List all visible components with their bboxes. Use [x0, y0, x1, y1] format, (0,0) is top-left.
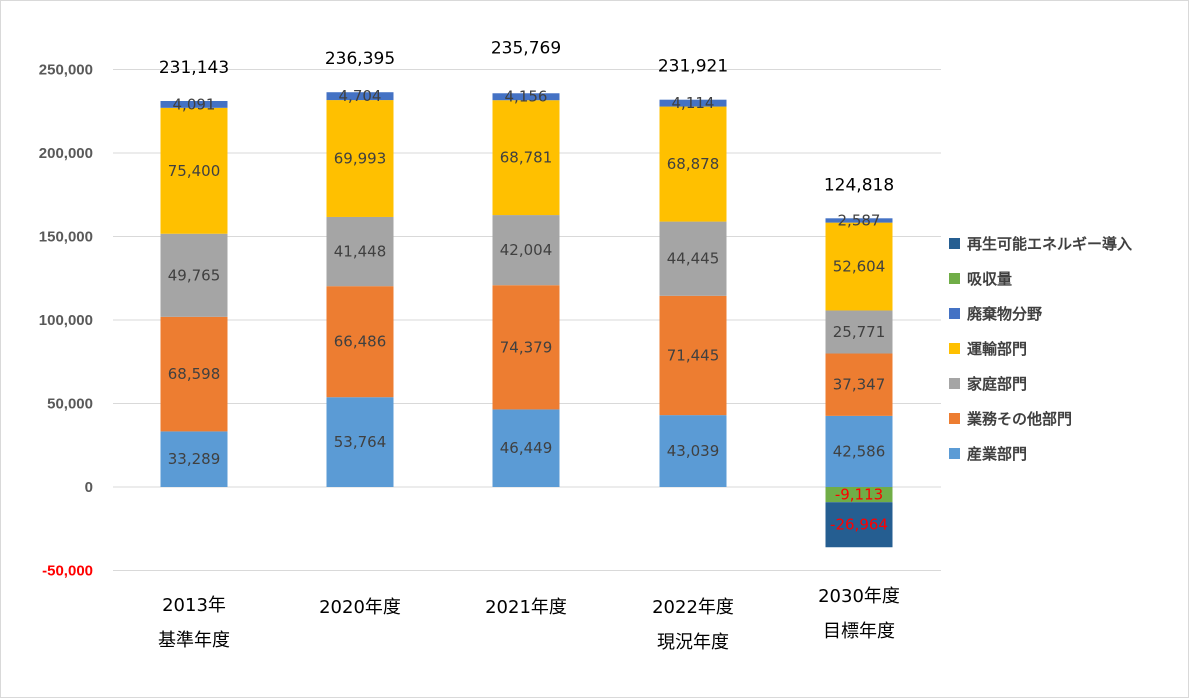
legend-swatch — [949, 308, 960, 319]
total-label: 231,143 — [159, 58, 229, 78]
segment-data-label: 4,114 — [672, 94, 715, 112]
y-tick-label: 250,000 — [39, 62, 93, 79]
segment-data-label: 41,448 — [334, 243, 387, 261]
legend-swatch — [949, 273, 960, 284]
bar-segment — [659, 415, 727, 487]
bar-segment — [825, 353, 893, 416]
bar-segment — [160, 233, 228, 317]
segment-data-label: 75,400 — [168, 162, 221, 180]
bar-segment — [160, 100, 228, 108]
segment-data-label: 74,379 — [500, 338, 553, 356]
x-category-label: 2013年 — [162, 595, 226, 616]
x-category-label: 基準年度 — [158, 630, 230, 651]
bar-segment — [492, 93, 560, 101]
segment-data-label: -9,113 — [835, 486, 883, 504]
bar-segment — [659, 99, 727, 107]
segment-data-label: 53,764 — [334, 433, 387, 451]
segment-data-label: 42,004 — [500, 241, 553, 259]
bar-segment — [326, 216, 394, 287]
segment-data-label: 4,704 — [339, 87, 382, 105]
bar-segment — [492, 409, 560, 487]
bar-segment — [825, 310, 893, 354]
segment-data-label: 43,039 — [667, 442, 720, 460]
segment-data-label: 52,604 — [833, 258, 886, 276]
x-category-label: 2020年度 — [319, 597, 401, 618]
total-label: 124,818 — [824, 175, 894, 195]
bar-segment — [825, 222, 893, 311]
y-tick-label: 100,000 — [39, 312, 93, 329]
segment-data-label: 25,771 — [833, 323, 886, 341]
x-category-label: 2021年度 — [485, 597, 567, 618]
segment-data-label: 4,091 — [173, 95, 216, 113]
segment-data-label: 69,993 — [334, 150, 387, 168]
bar-segment — [160, 316, 228, 432]
segment-data-label: 2,587 — [838, 211, 881, 229]
total-labels: 231,143 236,395 235,769 231,921 124,818 — [159, 38, 894, 195]
bar-segment — [825, 502, 893, 548]
bars — [160, 92, 893, 548]
x-category-label: 現況年度 — [657, 632, 729, 653]
bar-segment — [825, 487, 893, 503]
x-category-label: 目標年度 — [823, 621, 895, 642]
bar-segment — [160, 107, 228, 234]
bar-segment — [659, 295, 727, 416]
legend-label: 廃棄物分野 — [967, 305, 1042, 323]
legend-swatch — [949, 378, 960, 389]
total-label: 235,769 — [491, 38, 561, 58]
total-label: 231,921 — [658, 57, 728, 77]
segment-data-label: 71,445 — [667, 346, 720, 364]
segment-data-label: 66,486 — [334, 333, 387, 351]
bar-segment — [492, 100, 560, 216]
y-axis-tick-labels: -50,000 0 50,000 100,000 150,000 200,000 250,0… — [39, 62, 93, 580]
segment-data-label: 33,289 — [168, 450, 221, 468]
segment-data-label: 68,781 — [500, 149, 553, 167]
legend-swatch — [949, 343, 960, 354]
y-tick-label: 0 — [85, 479, 93, 496]
bar-segment — [326, 286, 394, 398]
bar-segment — [659, 106, 727, 222]
bar-segment — [492, 285, 560, 410]
bar-segment — [326, 397, 394, 487]
legend-label: 吸収量 — [967, 270, 1012, 288]
legend-label: 家庭部門 — [967, 375, 1027, 393]
segment-data-label: 42,586 — [833, 442, 886, 460]
data-labels: 33,289 68,598 49,765 75,400 4,091 53,764 66,48… — [168, 87, 888, 534]
bar-segment — [160, 431, 228, 487]
segment-data-label: 4,156 — [505, 88, 548, 106]
segment-data-label: 49,765 — [168, 266, 221, 284]
segment-data-label: 44,445 — [667, 250, 720, 268]
segment-data-label: 46,449 — [500, 439, 553, 457]
legend-swatch — [949, 238, 960, 249]
x-category-label: 2030年度 — [818, 586, 900, 607]
y-tick-label: 50,000 — [47, 396, 93, 413]
legend-label: 業務その他部門 — [966, 410, 1072, 428]
segment-data-label: 37,347 — [833, 376, 886, 394]
bar-segment — [492, 215, 560, 286]
segment-data-label: 68,598 — [168, 365, 221, 383]
legend-swatch — [949, 448, 960, 459]
legend-label: 再生可能エネルギー導入 — [967, 235, 1132, 253]
total-label: 236,395 — [325, 49, 395, 69]
bar-segment — [326, 92, 394, 101]
x-category-label: 2022年度 — [652, 597, 734, 618]
bar-segment — [326, 100, 394, 217]
y-tick-label: 200,000 — [39, 145, 93, 162]
legend-swatch — [949, 413, 960, 424]
bar-segment — [825, 218, 893, 223]
legend-label: 運輸部門 — [967, 340, 1027, 358]
y-tick-label: 150,000 — [39, 229, 93, 246]
bar-segment — [659, 221, 727, 296]
segment-data-label: -26,964 — [830, 516, 888, 534]
y-tick-label: -50,000 — [42, 563, 93, 580]
bar-segment — [825, 415, 893, 487]
segment-data-label: 68,878 — [667, 155, 720, 173]
legend-label: 産業部門 — [967, 445, 1027, 463]
